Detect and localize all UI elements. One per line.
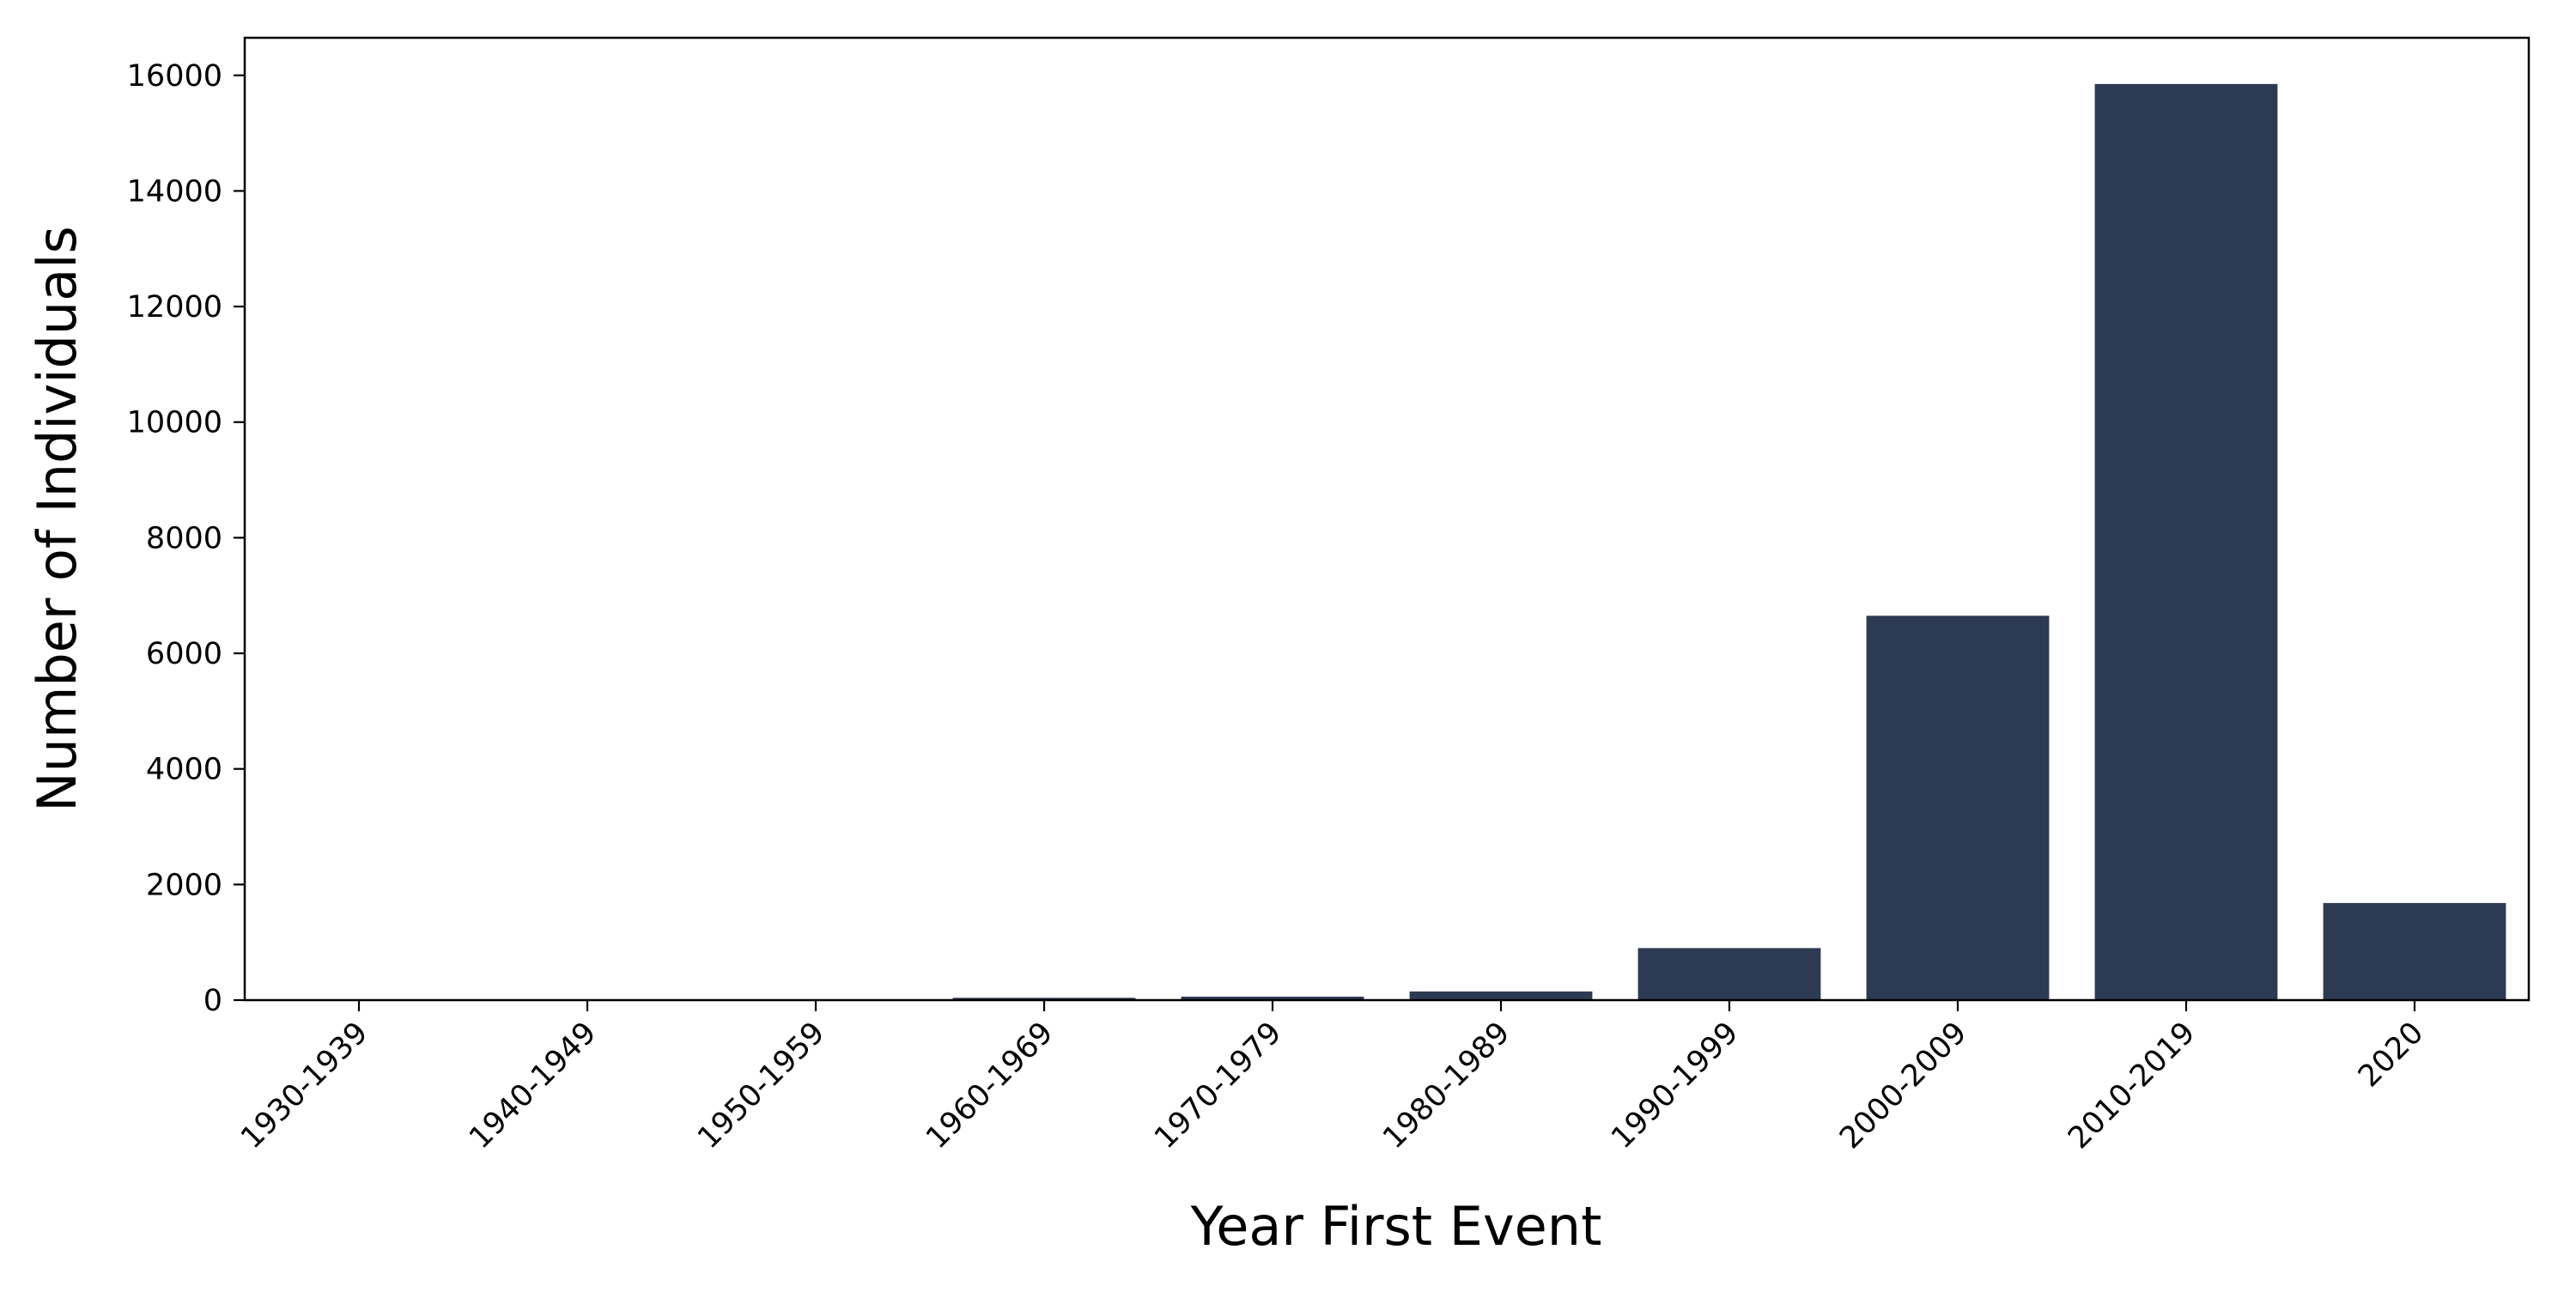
x-tick-label: 1970-1979 xyxy=(1148,1016,1288,1156)
y-tick-label: 8000 xyxy=(146,521,222,555)
x-tick-label: 1990-1999 xyxy=(1605,1016,1745,1156)
x-tick-label: 1930-1939 xyxy=(234,1016,374,1156)
x-tick-label: 2000-2009 xyxy=(1833,1016,1973,1156)
y-tick-label: 10000 xyxy=(127,406,222,440)
x-tick-label: 1960-1969 xyxy=(920,1016,1060,1156)
y-tick-label: 4000 xyxy=(146,753,222,787)
y-tick-label: 12000 xyxy=(127,290,222,325)
bar-2010-2019 xyxy=(2095,84,2278,1000)
bar-1990-1999 xyxy=(1638,948,1821,1000)
y-tick-label: 14000 xyxy=(127,174,222,209)
y-axis: 0 2000 4000 6000 8000 10000 12000 14000 16000 xyxy=(127,59,245,1018)
x-tick-label: 2020 xyxy=(2352,1016,2430,1094)
x-tick-label: 2010-2019 xyxy=(2062,1016,2202,1156)
y-tick-label: 16000 xyxy=(127,59,222,94)
y-tick-label: 6000 xyxy=(146,637,222,671)
bars-layer xyxy=(268,84,2506,1000)
x-axis-label: Year First Event xyxy=(1190,1195,1602,1258)
y-tick-label: 0 xyxy=(204,984,222,1018)
x-tick-label: 1950-1959 xyxy=(691,1016,831,1156)
x-axis: 1930-1939 1940-1949 1950-1959 1960-1969 1970… xyxy=(234,1000,2430,1156)
bar-2000-2009 xyxy=(1867,616,2050,1000)
x-tick-label: 1980-1989 xyxy=(1376,1016,1516,1156)
y-tick-label: 2000 xyxy=(146,868,222,902)
x-tick-label: 1940-1949 xyxy=(463,1016,603,1156)
bar-1980-1989 xyxy=(1410,992,1593,1000)
y-axis-label: Number of Individuals xyxy=(26,226,88,811)
bar-2020 xyxy=(2324,903,2506,1000)
